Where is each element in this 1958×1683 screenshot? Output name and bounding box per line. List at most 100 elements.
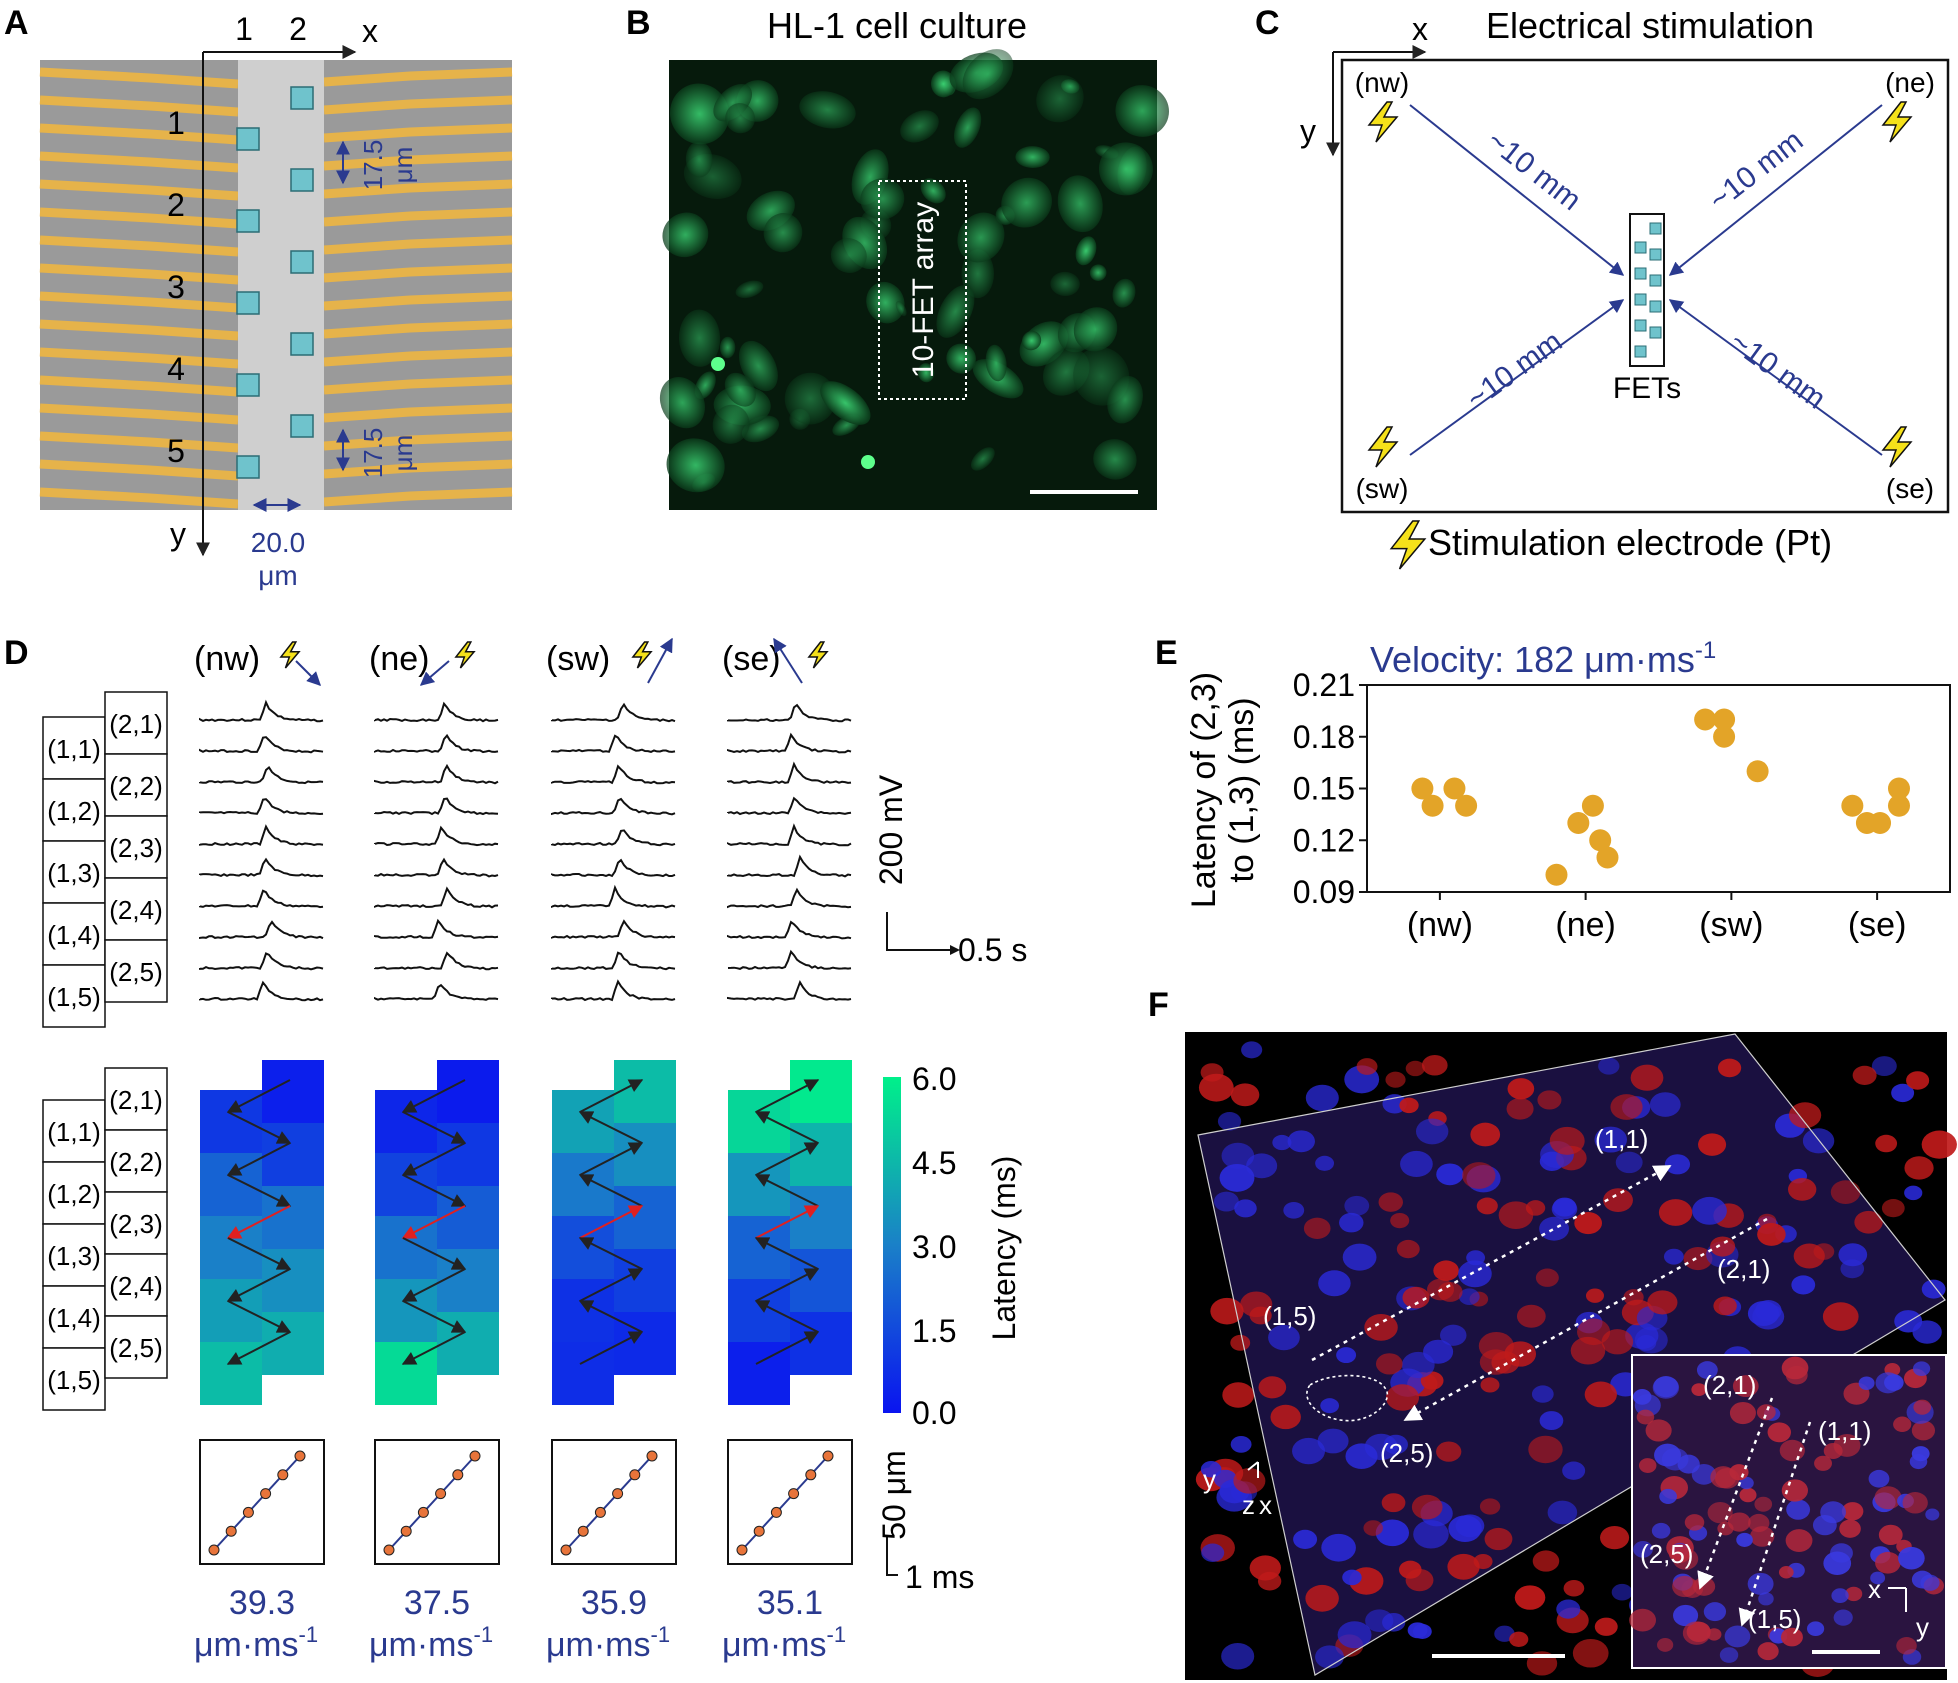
stained-cell — [1234, 1199, 1257, 1218]
colorbar-tick-4-5: 4.5 — [912, 1145, 956, 1181]
bolt-icon-se — [1881, 426, 1913, 468]
condition-title-ne: (ne) — [369, 640, 429, 678]
stained-cell — [1509, 1631, 1529, 1647]
gold-line-right — [323, 487, 513, 507]
label-left: (1,5) — [47, 982, 100, 1012]
label-right: (2,4) — [109, 1271, 162, 1301]
voltage-trace — [727, 887, 852, 909]
voltage-trace — [727, 796, 852, 816]
inset-stained-cell — [1717, 1521, 1734, 1536]
conduction-arrow — [579, 1268, 644, 1302]
gold-line-right — [323, 207, 513, 227]
inset-stained-cell — [1736, 1532, 1753, 1547]
gold-line-left — [39, 291, 239, 313]
stained-cell — [1528, 1435, 1563, 1464]
cell — [1050, 271, 1080, 297]
bolt-icon — [631, 641, 653, 669]
corner-label-nw: (nw) — [1355, 67, 1409, 98]
latency-cell-right — [262, 1186, 324, 1249]
voltage-trace — [199, 857, 324, 878]
conduction-arrow — [754, 1237, 819, 1270]
stained-cell — [1201, 1543, 1225, 1562]
cell — [930, 70, 956, 98]
stained-cell — [1364, 1313, 1398, 1341]
stained-cell — [1562, 1461, 1586, 1480]
col-label-1: 1 — [235, 11, 253, 47]
conduction-arrow — [755, 1331, 820, 1365]
inset-stained-cell — [1875, 1551, 1901, 1574]
cell — [1075, 236, 1097, 266]
conduction-arrow — [402, 1237, 467, 1270]
label-right: (2,1) — [109, 709, 162, 739]
data-point — [1411, 777, 1434, 800]
voltage-trace — [374, 983, 499, 1001]
latency-cell-right — [262, 1060, 324, 1123]
label-left: (1,2) — [47, 796, 100, 826]
voltage-trace — [199, 736, 324, 754]
row-label-2: 2 — [167, 187, 185, 223]
latency-cell-right — [614, 1312, 676, 1375]
fit-point — [770, 1506, 782, 1518]
stained-cell — [1539, 1216, 1570, 1241]
y-tick-label: 0.09 — [1293, 874, 1355, 910]
inset-stained-cell — [1823, 1442, 1843, 1460]
gold-line-right — [323, 235, 513, 255]
stained-cell — [1904, 1156, 1934, 1180]
stained-cell — [1219, 1163, 1255, 1192]
stained-cell — [1390, 1212, 1410, 1229]
fit-point — [594, 1506, 606, 1518]
latency-cell-right — [790, 1249, 852, 1312]
voltage-trace — [199, 980, 324, 1002]
label-left: (1,3) — [47, 858, 100, 888]
inset-stained-cell — [1654, 1443, 1682, 1467]
stained-cell — [1272, 1134, 1292, 1151]
width-value: 20.0 — [251, 527, 306, 558]
x-tick-label: (sw) — [1699, 906, 1763, 944]
stained-cell — [1476, 1197, 1498, 1215]
chip-fet-col2 — [1649, 222, 1662, 235]
stained-cell — [1317, 1428, 1349, 1454]
inset-stained-cell — [1672, 1575, 1698, 1598]
stained-cell — [1663, 1248, 1684, 1265]
corner-label-sw: (sw) — [1356, 473, 1409, 504]
gold-line-right — [323, 375, 513, 395]
stained-cell — [1636, 1335, 1657, 1351]
voltage-trace — [551, 919, 676, 940]
fit-point — [822, 1450, 834, 1462]
stained-cell — [1402, 1286, 1430, 1309]
inset-stained-cell — [1707, 1501, 1733, 1524]
fit-point — [417, 1506, 429, 1518]
f-axis-triad: y z x — [1203, 1461, 1272, 1520]
bolt-icon-sw — [1367, 426, 1399, 468]
stained-cell — [1364, 1433, 1398, 1461]
conduction-arrow — [227, 1300, 292, 1333]
gold-line-left — [39, 67, 239, 89]
electrode-label-grid-bottom: (1,1) (2,1) (1,2) (2,2) (1,3) (2,3) (1,4) (2,4)… — [42, 1067, 168, 1411]
stained-cell — [1840, 1259, 1865, 1279]
fets-label: FETs — [1613, 372, 1681, 405]
stained-cell — [1791, 1275, 1816, 1295]
latency-cell-right — [614, 1123, 676, 1186]
cell — [946, 343, 976, 374]
fet-array-outline — [878, 180, 967, 400]
cell — [917, 363, 935, 383]
stained-cell — [1747, 1300, 1780, 1326]
inset-stained-cell — [1756, 1404, 1776, 1421]
row-label-3: 3 — [167, 269, 185, 305]
panel-c: Electrical stimulation x y (nw) (ne) (sw… — [1300, 5, 1950, 570]
chip-fet-col2 — [1649, 274, 1662, 287]
stained-cell — [1598, 1057, 1620, 1075]
direction-arrow — [419, 660, 450, 686]
panel-b-title: HL-1 cell culture — [767, 5, 1027, 46]
stained-cell — [1649, 1092, 1681, 1117]
inset-stained-cell — [1814, 1455, 1832, 1471]
inset-stained-cell — [1750, 1526, 1775, 1547]
fet-col1 — [236, 127, 260, 151]
stained-cell — [1514, 1585, 1546, 1610]
conduction-arrow — [578, 1237, 643, 1270]
inset-axis-y: y — [1916, 1612, 1929, 1642]
voltage-trace — [727, 823, 852, 847]
velocity-value: 35.9 — [581, 1584, 647, 1622]
cell-culture-cells — [659, 49, 1169, 493]
stained-cell — [1342, 1569, 1362, 1586]
